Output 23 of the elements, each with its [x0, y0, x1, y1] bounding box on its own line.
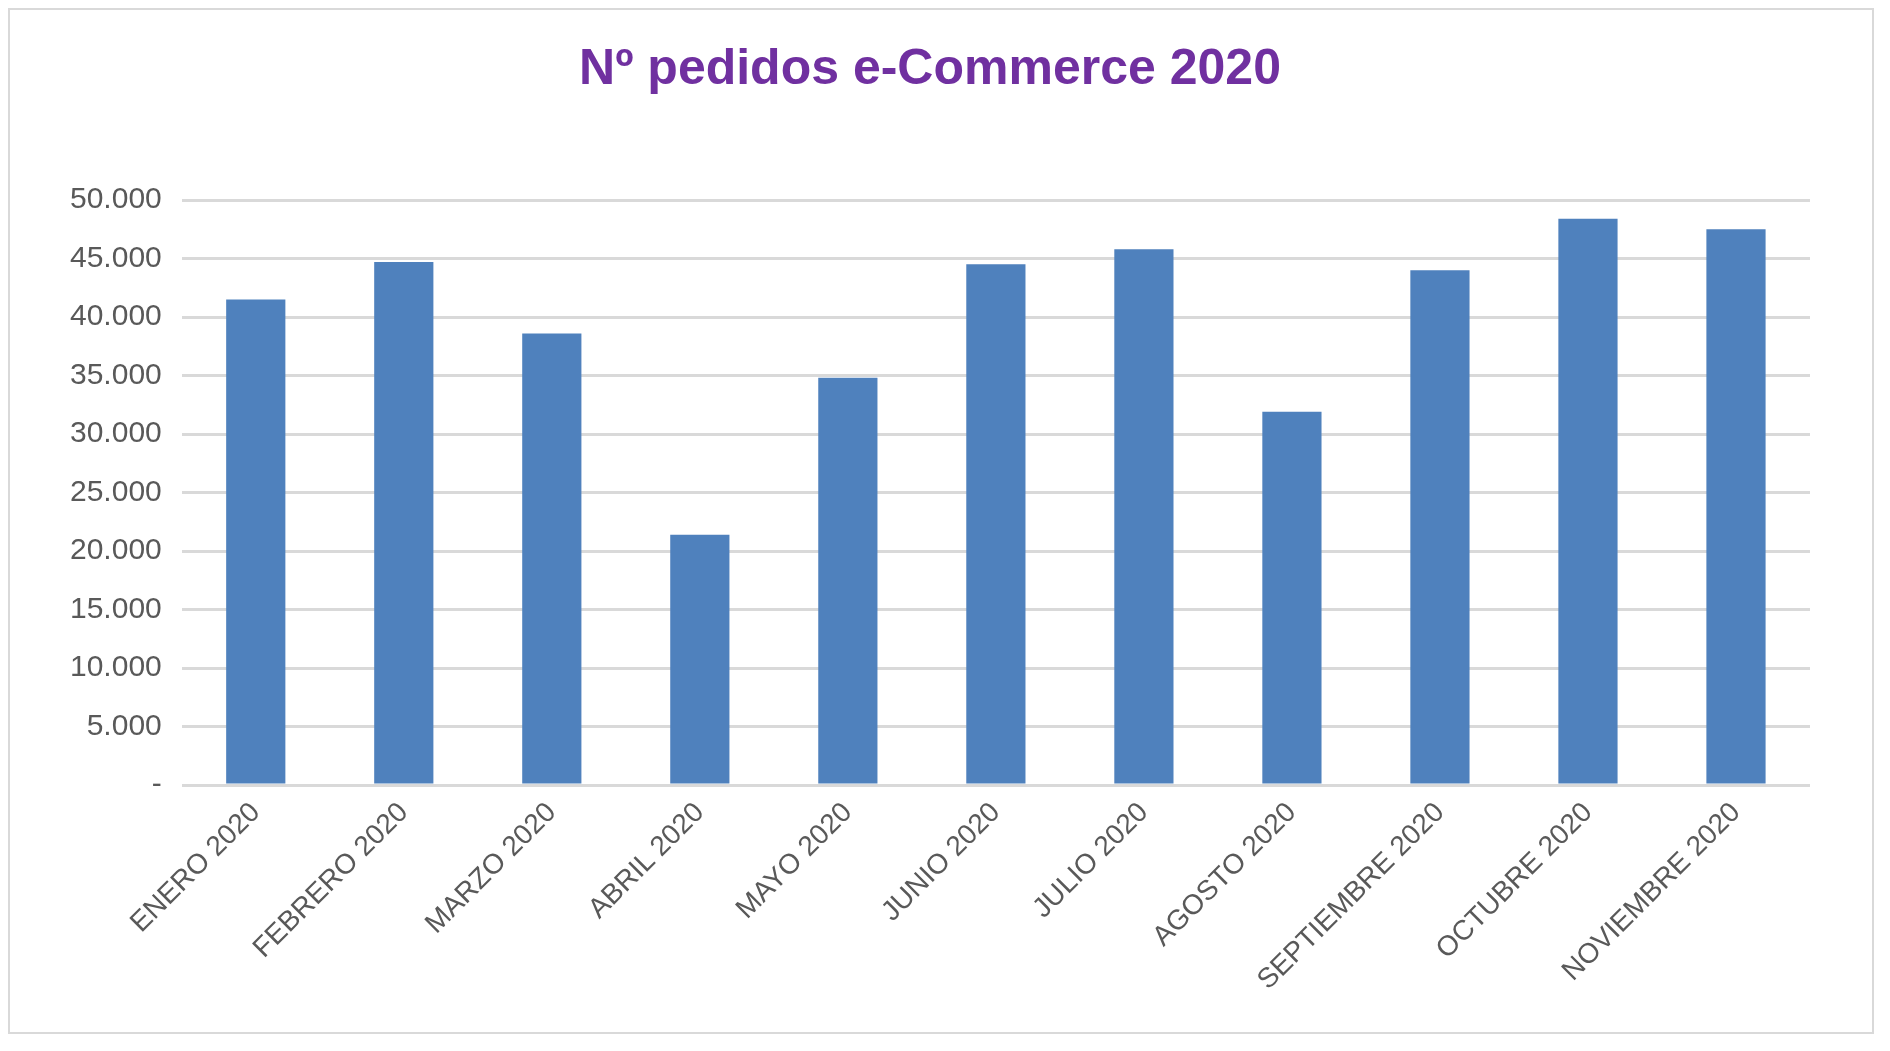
y-tick-label: 20.000: [69, 532, 162, 566]
y-tick-label: 30.000: [69, 415, 162, 449]
bar: [226, 299, 286, 784]
bar: [1706, 229, 1766, 784]
y-tick-label: 35.000: [69, 356, 162, 390]
y-tick-label: 50.000: [69, 181, 162, 215]
y-tick-label: 45.000: [69, 239, 162, 273]
bar: [670, 534, 730, 784]
bar: [522, 333, 582, 784]
y-tick-label: 15.000: [69, 590, 162, 624]
y-tick-label: 5.000: [86, 707, 162, 741]
bar: [818, 377, 878, 784]
bar: [374, 262, 434, 784]
y-tick-label: 10.000: [69, 649, 162, 683]
bar: [966, 264, 1026, 784]
bar: [1410, 270, 1470, 784]
y-tick-label: 25.000: [69, 473, 162, 507]
bar: [1262, 411, 1322, 784]
chart-title: Nº pedidos e-Commerce 2020: [579, 38, 1281, 95]
y-tick-label: -: [151, 766, 162, 800]
bar: [1558, 218, 1618, 784]
y-tick-label: 40.000: [69, 298, 162, 332]
bar: [1114, 249, 1174, 784]
